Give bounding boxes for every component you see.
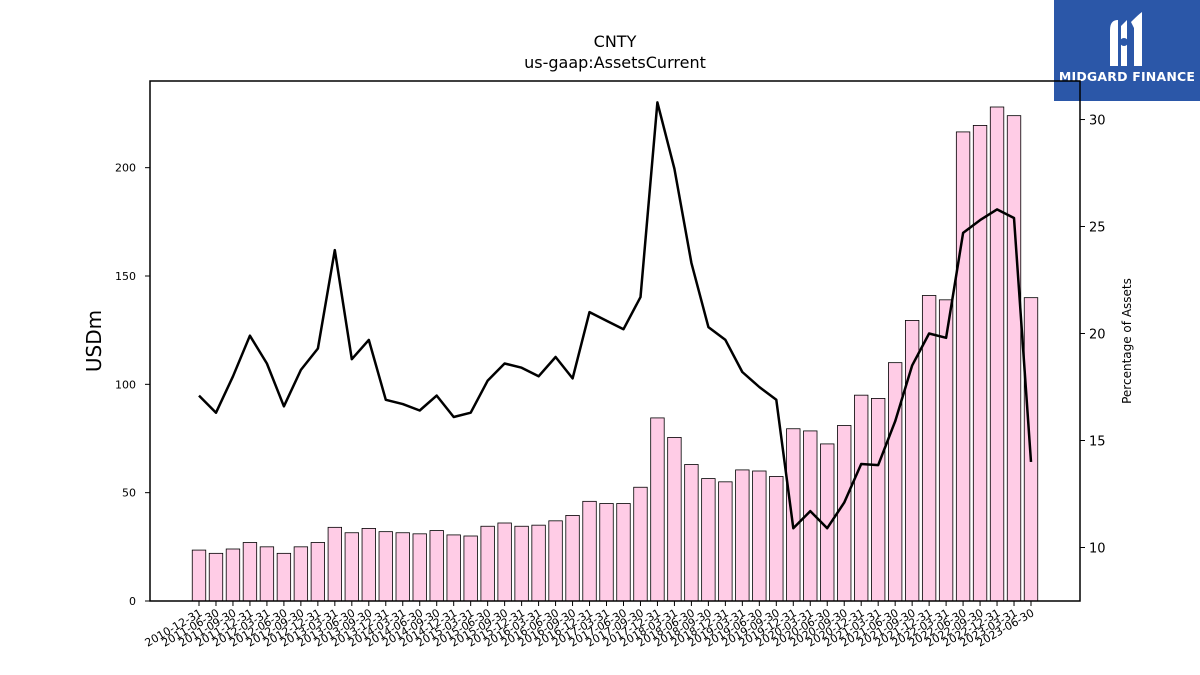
bar [208,552,224,602]
bar [786,428,801,602]
bar [888,362,903,602]
bar [955,131,971,602]
bar [599,503,614,602]
bar [344,532,359,602]
bar [429,530,444,602]
y2-tick-label: 20 [1089,328,1106,343]
logo-text: MIDGARD FINANCE [1058,69,1196,84]
bar [514,525,529,602]
bar [463,535,478,602]
bar [616,503,631,602]
bar [701,478,716,602]
bar [242,542,258,602]
y2-tick-label: 15 [1089,435,1106,450]
bar [310,542,326,602]
bar [259,546,275,602]
bar [904,320,920,602]
bar [565,515,580,602]
bar [854,394,869,602]
bar [769,476,784,602]
y-tick-label: 150 [115,270,136,283]
bar [667,437,682,602]
bar [938,299,954,602]
bar [531,524,546,602]
bar [650,417,665,602]
y-tick-label: 50 [122,487,136,500]
brand-logo: MIDGARD FINANCE [1054,0,1200,101]
y-tick-label: 200 [115,162,136,175]
y-tick-label: 100 [115,378,136,391]
bar [752,470,767,602]
y-tick-label: 0 [129,595,136,608]
bar [276,552,292,602]
plot-frame [149,80,1081,602]
bar [718,481,733,602]
bar [395,532,410,602]
bar [871,398,886,602]
bar [684,464,699,602]
y2-tick-label: 10 [1089,542,1106,557]
bar [225,548,241,602]
bar [972,125,988,602]
y2-tick-label: 25 [1089,221,1106,236]
bar [582,500,597,602]
chart-subtitle: us-gaap:AssetsCurrent [524,53,706,72]
bar [735,469,750,602]
chart-title: CNTY [593,32,637,51]
midgard-logo-icon [1110,12,1142,66]
bar [191,549,207,602]
bar [480,525,495,602]
bar [989,106,1005,602]
bar [378,531,393,602]
bar [1006,115,1022,602]
bar [361,528,376,602]
bar [327,526,342,602]
bar [412,533,427,602]
bar [633,486,648,602]
bar [497,522,512,602]
bar [446,534,461,602]
bar [548,520,563,602]
bar [293,546,309,602]
series-line-percentage [198,101,1033,530]
bar [837,425,852,602]
y2-tick-label: 30 [1089,114,1106,129]
